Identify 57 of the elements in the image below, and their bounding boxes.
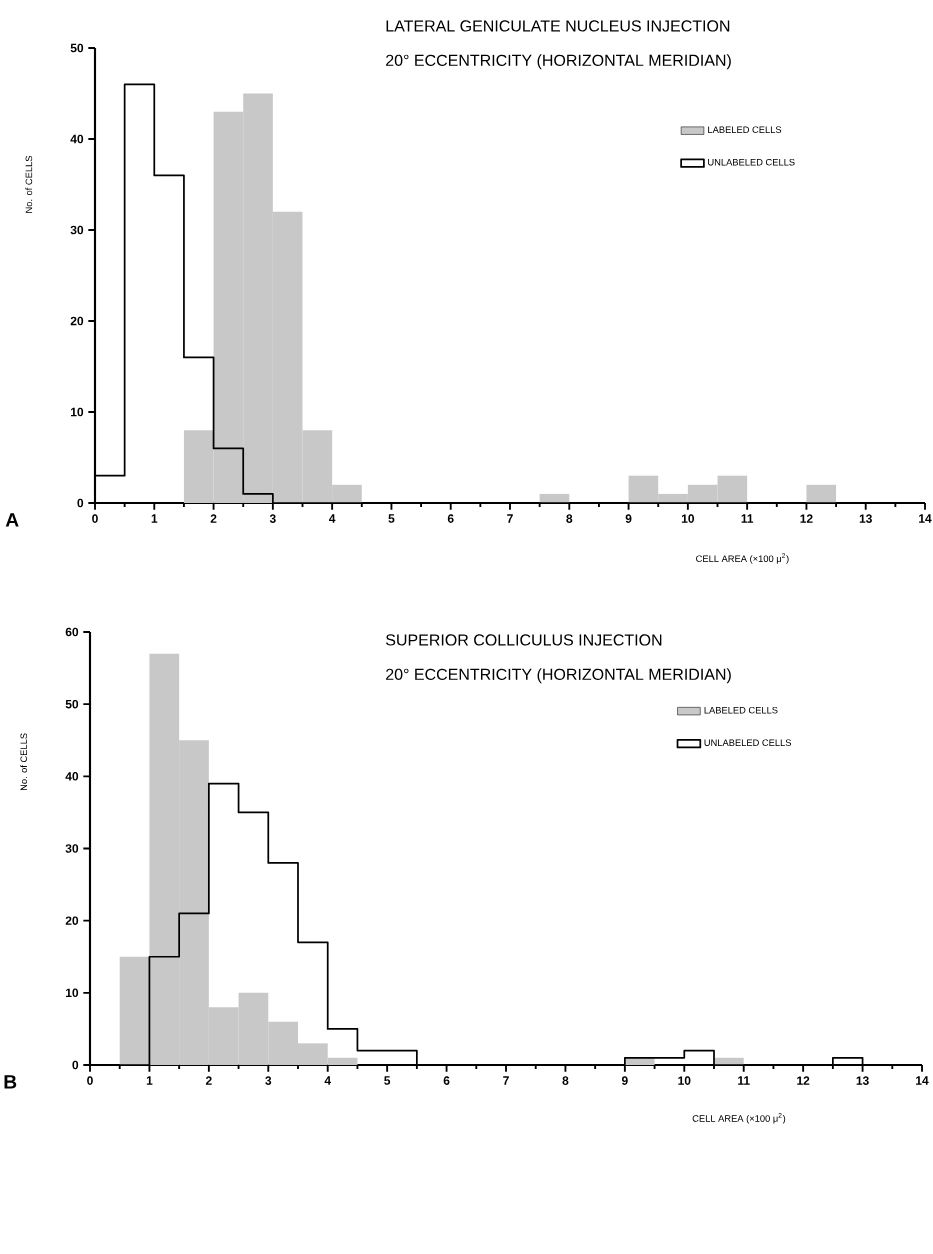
x-tick-label: 12 <box>797 1076 810 1085</box>
y-tick-label: 30 <box>65 844 79 853</box>
x-tick-label: 8 <box>566 514 573 523</box>
x-axis-title: CELL AREA (×100 μ$^{2}$) <box>692 1113 786 1124</box>
x-tick-label: 9 <box>625 514 632 523</box>
y-tick-label: 50 <box>65 699 79 709</box>
x-tick-label: 13 <box>856 1076 869 1085</box>
y-tick-label: 0 <box>72 1060 79 1070</box>
y-tick-label: 50 <box>70 43 84 53</box>
y-tick-label: 40 <box>65 772 79 781</box>
chart-subtitle: 20° ECCENTRICITY (HORIZONTAL MERIDIAN) <box>386 54 731 70</box>
x-tick-label: 7 <box>503 1076 509 1085</box>
chart-title: LATERAL GENICULATE NUCLEUS INJECTION <box>386 20 730 32</box>
x-tick-label: 3 <box>265 1076 272 1085</box>
legend-label: LABELED CELLS <box>704 706 778 714</box>
x-axis-title: CELL AREA (×100 μ$^{2}$) <box>696 553 789 564</box>
x-tick-label: 4 <box>328 514 336 523</box>
y-tick-label: 10 <box>66 988 79 998</box>
text: 20° ECCENTRICITY (HORIZONTAL MERIDIAN) <box>386 668 731 684</box>
x-tick-label: 11 <box>738 1076 750 1085</box>
y-tick-label: 20 <box>70 316 84 326</box>
text: A <box>5 513 19 527</box>
y-tick-label: 30 <box>70 225 84 235</box>
legend-label: UNLABELED CELLS <box>708 158 795 166</box>
x-tick-label: 14 <box>916 1076 929 1085</box>
x-tick-label: 6 <box>447 514 454 523</box>
x-tick-label: 2 <box>205 1076 212 1085</box>
y-axis-title: No. of CELLS <box>25 155 33 213</box>
y-tick-label: 20 <box>65 916 79 925</box>
x-tick-label: 5 <box>384 1076 391 1085</box>
x-tick-label: 9 <box>621 1076 628 1085</box>
legend-label: UNLABELED CELLS <box>704 739 792 746</box>
x-tick-label: 7 <box>507 514 513 523</box>
y-tick-label: 60 <box>65 627 79 637</box>
x-tick-label: 14 <box>919 514 932 523</box>
x-tick-label: 13 <box>859 514 872 523</box>
chart-title: SUPERIOR COLLICULUS INJECTION <box>386 634 662 646</box>
text: B <box>4 1075 17 1089</box>
x-tick-label: 11 <box>741 514 754 523</box>
x-tick-label: 6 <box>443 1076 450 1085</box>
x-tick-label: 12 <box>800 514 813 523</box>
x-tick-label: 10 <box>681 514 695 523</box>
x-tick-label: 1 <box>151 514 158 523</box>
y-tick-label: 0 <box>77 498 84 508</box>
x-tick-label: 1 <box>146 1076 153 1085</box>
x-tick-label: 4 <box>324 1076 331 1085</box>
x-tick-label: 10 <box>678 1076 691 1085</box>
x-tick-label: 8 <box>562 1076 569 1085</box>
y-tick-label: 40 <box>70 134 84 144</box>
x-tick-label: 0 <box>87 1076 93 1085</box>
x-tick-label: 3 <box>269 514 276 523</box>
y-axis-title: No. of CELLS <box>20 733 28 791</box>
x-tick-label: 5 <box>388 514 395 523</box>
y-tick-label: 10 <box>71 407 84 417</box>
x-tick-label: 2 <box>210 514 217 523</box>
x-tick-label: 0 <box>92 514 98 523</box>
legend-label: LABELED CELLS <box>708 126 782 133</box>
